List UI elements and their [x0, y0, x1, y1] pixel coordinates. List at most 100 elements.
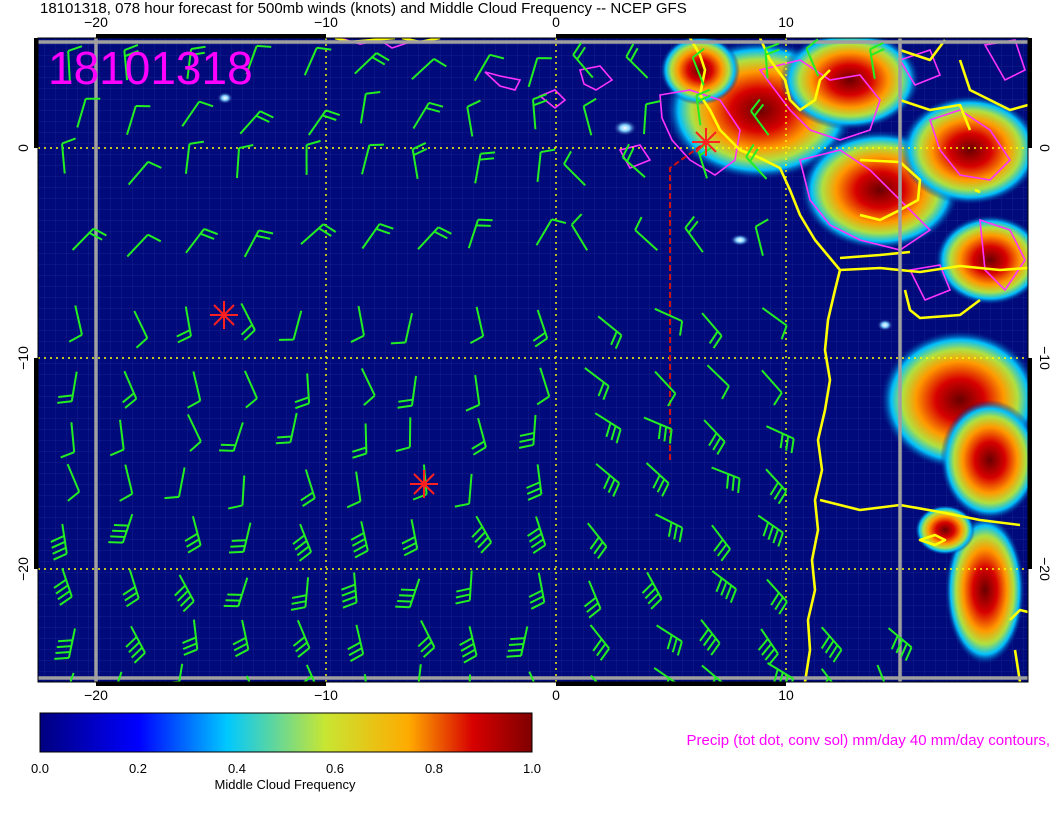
- wind-barb: [754, 218, 769, 256]
- wind-barb: [182, 619, 199, 656]
- wind-barb: [454, 473, 473, 508]
- wind-barb: [684, 215, 704, 253]
- wind-barb: [363, 674, 370, 682]
- wind-barb: [240, 302, 256, 341]
- wind-barb: [122, 370, 138, 409]
- wind-barb: [765, 468, 788, 505]
- map-content: 18101318: [38, 38, 1028, 682]
- wind-barb: [236, 144, 254, 179]
- frame-tick-marks: [34, 34, 1032, 686]
- wind-barb: [299, 664, 320, 682]
- lon-tick-label: 0: [552, 14, 560, 30]
- wind-barb: [597, 315, 623, 350]
- wind-barb: [395, 578, 421, 609]
- wind-barb: [820, 626, 843, 663]
- wind-barb: [133, 310, 149, 349]
- wind-barb: [62, 672, 75, 682]
- wind-barb: [695, 88, 711, 126]
- lat-tick-label: −10: [1037, 346, 1053, 370]
- wind-barb: [527, 516, 547, 554]
- wind-barb: [350, 521, 369, 559]
- wind-barb: [474, 151, 496, 184]
- wind-barb: [50, 523, 68, 561]
- storm-marker: [692, 128, 720, 156]
- wind-barb: [761, 307, 788, 340]
- wind-barb: [570, 213, 589, 251]
- storm-markers: [210, 128, 720, 498]
- wind-barb: [766, 578, 788, 615]
- wind-barb: [300, 223, 337, 245]
- wind-barb: [750, 98, 770, 136]
- wind-barb: [536, 148, 556, 183]
- wind-barb: [395, 417, 412, 453]
- wind-barb: [528, 671, 543, 682]
- wind-barb: [67, 45, 83, 81]
- wind-barb: [346, 471, 362, 509]
- wind-barb: [766, 662, 795, 682]
- wind-barb: [536, 367, 551, 406]
- wind-barb: [278, 310, 303, 341]
- wind-barb: [819, 668, 841, 682]
- wind-barb: [584, 367, 610, 401]
- wind-barb: [466, 99, 481, 137]
- wind-barb: [347, 624, 365, 662]
- wind-barb: [187, 371, 202, 409]
- wind-barb: [186, 45, 206, 79]
- wind-barb: [76, 97, 101, 128]
- wind-barb: [711, 466, 741, 494]
- wind-barb: [126, 105, 151, 135]
- wind-barb: [869, 42, 885, 79]
- wind-barb: [535, 218, 567, 246]
- wind-barb: [634, 216, 659, 251]
- wind-barb: [761, 369, 783, 406]
- wind-barb: [174, 574, 195, 613]
- wind-barb: [471, 417, 487, 456]
- lon-tick-label: −10: [314, 14, 338, 30]
- wind-barb: [186, 413, 202, 452]
- wind-barb: [125, 625, 146, 664]
- wind-barb: [411, 58, 447, 80]
- wind-barb: [239, 110, 274, 135]
- wind-barb: [184, 140, 204, 174]
- storm-marker: [410, 470, 438, 498]
- lon-tick-label: 10: [778, 687, 794, 703]
- wind-barb: [594, 412, 622, 444]
- wind-barb: [109, 419, 125, 457]
- wind-barb: [595, 463, 621, 497]
- wind-barb: [654, 370, 677, 407]
- wind-barb: [467, 218, 493, 249]
- wind-barb: [654, 307, 684, 336]
- lat-tick-label: 0: [1037, 144, 1053, 152]
- wind-barb: [390, 312, 413, 345]
- wind-barb: [292, 523, 313, 562]
- wind-barb: [184, 515, 202, 554]
- wind-barb: [526, 464, 543, 501]
- wind-barb: [290, 577, 310, 611]
- wind-barb: [411, 142, 428, 179]
- wind-barb: [645, 462, 670, 497]
- wind-barb: [404, 664, 422, 682]
- wind-barb: [103, 671, 123, 682]
- wind-barb: [66, 463, 81, 502]
- wind-barb: [412, 101, 444, 130]
- wind-barb: [245, 675, 261, 682]
- wind-barb: [57, 371, 78, 404]
- wind-barb: [123, 44, 139, 81]
- wind-barb: [572, 42, 594, 79]
- wind-barb: [528, 572, 546, 610]
- wind-barb: [706, 364, 730, 400]
- wind-barb: [583, 580, 602, 619]
- storm-track: [669, 141, 707, 460]
- wind-barb: [691, 47, 705, 86]
- wind-barb: [531, 93, 548, 130]
- wind-barb: [352, 423, 368, 459]
- wind-barb: [656, 624, 683, 656]
- wind-barb: [359, 91, 381, 124]
- colorbar-tick-label: 1.0: [523, 761, 541, 776]
- wind-barb: [643, 100, 661, 135]
- colorbar-tick-label: 0.4: [228, 761, 246, 776]
- lon-tick-label: 0: [552, 687, 560, 703]
- wind-barb: [243, 229, 274, 258]
- wind-barb: [643, 416, 673, 444]
